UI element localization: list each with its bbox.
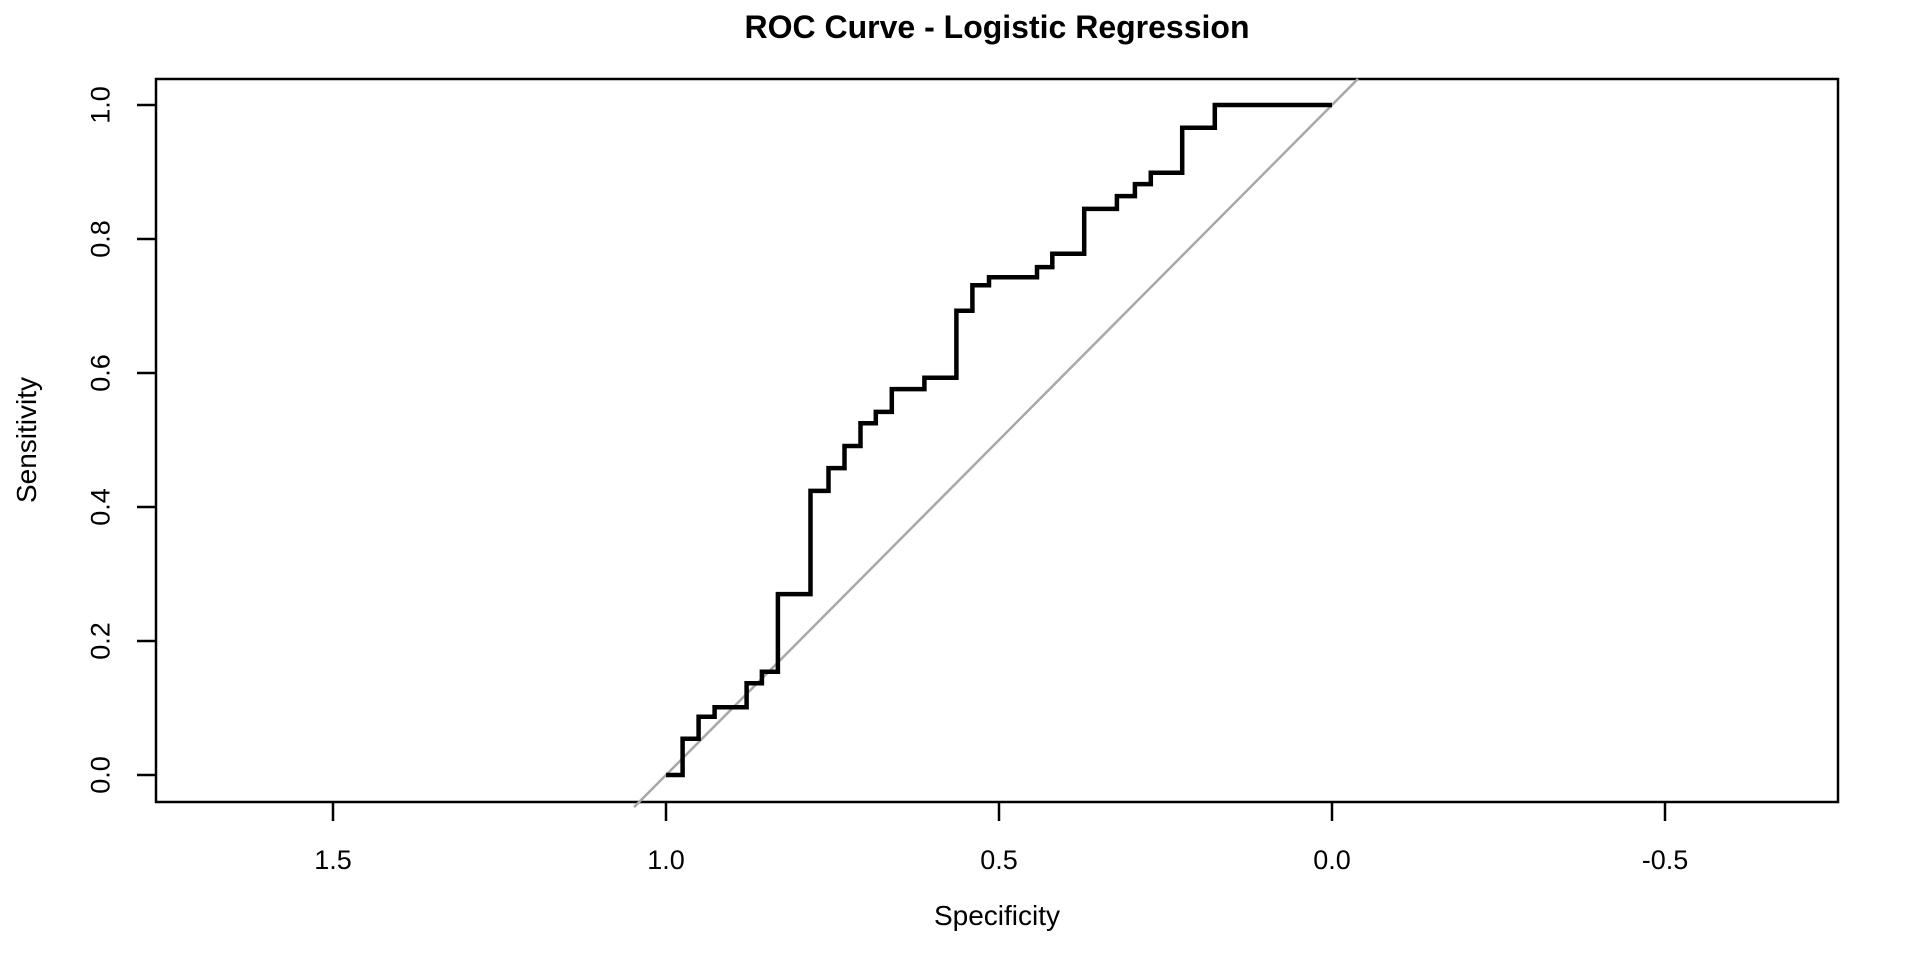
- x-axis-label: Specificity: [934, 900, 1060, 931]
- chart-title: ROC Curve - Logistic Regression: [745, 9, 1250, 45]
- y-tick-label: 0.4: [85, 488, 115, 526]
- x-tick-label: 1.5: [314, 845, 352, 875]
- x-tick-label: 0.0: [1313, 845, 1351, 875]
- y-tick-label: 0.2: [85, 622, 115, 660]
- plot-frame: [154, 77, 1840, 804]
- y-tick-label: 0.6: [85, 354, 115, 392]
- x-axis-ticks: 1.5 1.0 0.5 0.0 -0.5: [314, 802, 1688, 875]
- x-tick-label: 1.0: [647, 845, 685, 875]
- y-tick-label: 0.0: [85, 756, 115, 794]
- y-tick-label: 1.0: [85, 86, 115, 124]
- chance-diagonal-line: [633, 77, 1359, 809]
- y-tick-label: 0.8: [85, 220, 115, 258]
- roc-curve-path: [666, 102, 1332, 778]
- x-tick-label: -0.5: [1642, 845, 1689, 875]
- x-tick-label: 0.5: [980, 845, 1018, 875]
- y-axis-ticks: 0.0 0.2 0.4 0.6 0.8 1.0: [85, 86, 156, 794]
- y-axis-label: Sensitivity: [11, 377, 42, 503]
